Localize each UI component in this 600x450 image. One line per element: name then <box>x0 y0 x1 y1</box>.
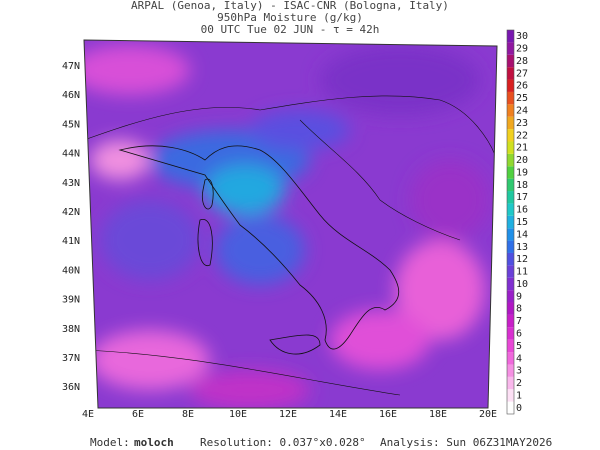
moisture-field <box>84 40 497 408</box>
colorbar-swatch <box>507 314 514 328</box>
lat-labels: 47N 46N 45N 44N 43N 42N 41N 40N 39N 38N 37N 36N <box>62 61 80 393</box>
lat-label: 37N <box>62 353 80 364</box>
colorbar-swatch <box>507 215 514 229</box>
colorbar-swatch <box>507 364 514 377</box>
colorbar-label: 11 <box>516 267 528 278</box>
colorbar-swatch <box>507 203 514 216</box>
lon-labels: 4E 6E 8E 10E 12E 14E 16E 18E 20E <box>82 409 497 420</box>
lat-label: 45N <box>62 119 80 130</box>
colorbar-swatch <box>507 277 514 291</box>
colorbar-label: 12 <box>516 254 528 265</box>
colorbar-label: 10 <box>516 279 528 290</box>
lon-label: 16E <box>379 409 397 420</box>
lon-label: 4E <box>82 409 94 420</box>
lon-label: 10E <box>229 409 247 420</box>
colorbar-label: 8 <box>516 304 522 315</box>
lat-label: 39N <box>62 295 80 306</box>
colorbar-swatch <box>507 302 514 315</box>
colorbar-swatch <box>507 327 514 340</box>
colorbar-label: 5 <box>516 341 522 352</box>
colorbar-label: 4 <box>516 353 522 364</box>
colorbar-label: 28 <box>516 56 528 67</box>
model-label: Model: <box>90 436 130 449</box>
colorbar-swatch <box>507 42 514 55</box>
colorbar-swatch <box>507 401 514 414</box>
colorbar-swatch <box>507 352 514 365</box>
colorbar-label: 25 <box>516 93 528 104</box>
colorbar-label: 3 <box>516 366 522 377</box>
colorbar-label: 6 <box>516 328 522 339</box>
lat-label: 40N <box>62 265 80 276</box>
lon-label: 14E <box>329 409 347 420</box>
model: moloch <box>134 436 174 449</box>
colorbar-swatch <box>507 104 514 117</box>
lat-label: 46N <box>62 90 80 101</box>
colorbar-swatch <box>507 141 514 154</box>
colorbar-label: 29 <box>516 44 528 55</box>
colorbar-label: 20 <box>516 155 528 166</box>
colorbar-swatch <box>507 67 514 80</box>
colorbar-swatch <box>507 376 514 390</box>
colorbar-swatch <box>507 178 514 192</box>
colorbar: 0123456789101112131415161718192021222324… <box>506 29 528 415</box>
colorbar-label: 2 <box>516 378 522 389</box>
colorbar-label: 23 <box>516 118 528 129</box>
colorbar-swatch <box>507 240 514 253</box>
colorbar-swatch <box>507 129 514 142</box>
colorbar-swatch <box>507 166 514 179</box>
colorbar-swatch <box>507 54 514 68</box>
lon-label: 20E <box>479 409 497 420</box>
colorbar-swatch <box>507 339 514 353</box>
colorbar-swatch <box>507 153 514 167</box>
colorbar-swatch <box>507 389 514 402</box>
colorbar-label: 26 <box>516 81 528 92</box>
colorbar-label: 13 <box>516 242 528 253</box>
colorbar-swatch <box>507 30 514 43</box>
colorbar-label: 0 <box>516 403 522 414</box>
colorbar-label: 24 <box>516 106 528 117</box>
resolution: Resolution: 0.037°x0.028° <box>200 436 366 449</box>
colorbar-label: 19 <box>516 167 528 178</box>
colorbar-swatch <box>507 91 514 105</box>
colorbar-swatch <box>507 228 514 241</box>
lat-label: 47N <box>62 61 80 72</box>
colorbar-swatch <box>507 191 514 204</box>
colorbar-label: 14 <box>516 229 528 240</box>
colorbar-label: 30 <box>516 31 528 42</box>
colorbar-swatch <box>507 79 514 92</box>
colorbar-label: 1 <box>516 390 522 401</box>
colorbar-frame <box>506 29 515 415</box>
header-line: ARPAL (Genoa, Italy) - ISAC-CNR (Bologna… <box>131 0 449 12</box>
lon-label: 18E <box>429 409 447 420</box>
lat-label: 43N <box>62 178 80 189</box>
colorbar-label: 7 <box>516 316 522 327</box>
map-frame <box>83 39 498 409</box>
lon-label: 8E <box>182 409 194 420</box>
colorbar-label: 17 <box>516 192 528 203</box>
colorbar-label: 18 <box>516 180 528 191</box>
colorbar-swatch <box>507 265 514 278</box>
lon-label: 12E <box>279 409 297 420</box>
colorbar-label: 15 <box>516 217 528 228</box>
header-line: 950hPa Moisture (g/kg) <box>217 11 363 24</box>
colorbar-swatch <box>507 116 514 130</box>
lat-label: 44N <box>62 149 80 160</box>
colorbar-label: 22 <box>516 130 528 141</box>
lat-label: 36N <box>62 382 80 393</box>
lat-label: 38N <box>62 324 80 335</box>
colorbar-label: 16 <box>516 205 528 216</box>
colorbar-label: 9 <box>516 291 522 302</box>
colorbar-swatch <box>507 290 514 303</box>
lon-label: 6E <box>132 409 144 420</box>
lat-label: 42N <box>62 207 80 218</box>
colorbar-label: 27 <box>516 68 528 79</box>
lat-label: 41N <box>62 236 80 247</box>
colorbar-swatch <box>507 252 514 266</box>
analysis: Analysis: Sun 06Z31MAY2026 <box>380 436 552 449</box>
header-line: 00 UTC Tue 02 JUN - τ = 42h <box>201 23 380 36</box>
colorbar-label: 21 <box>516 143 528 154</box>
